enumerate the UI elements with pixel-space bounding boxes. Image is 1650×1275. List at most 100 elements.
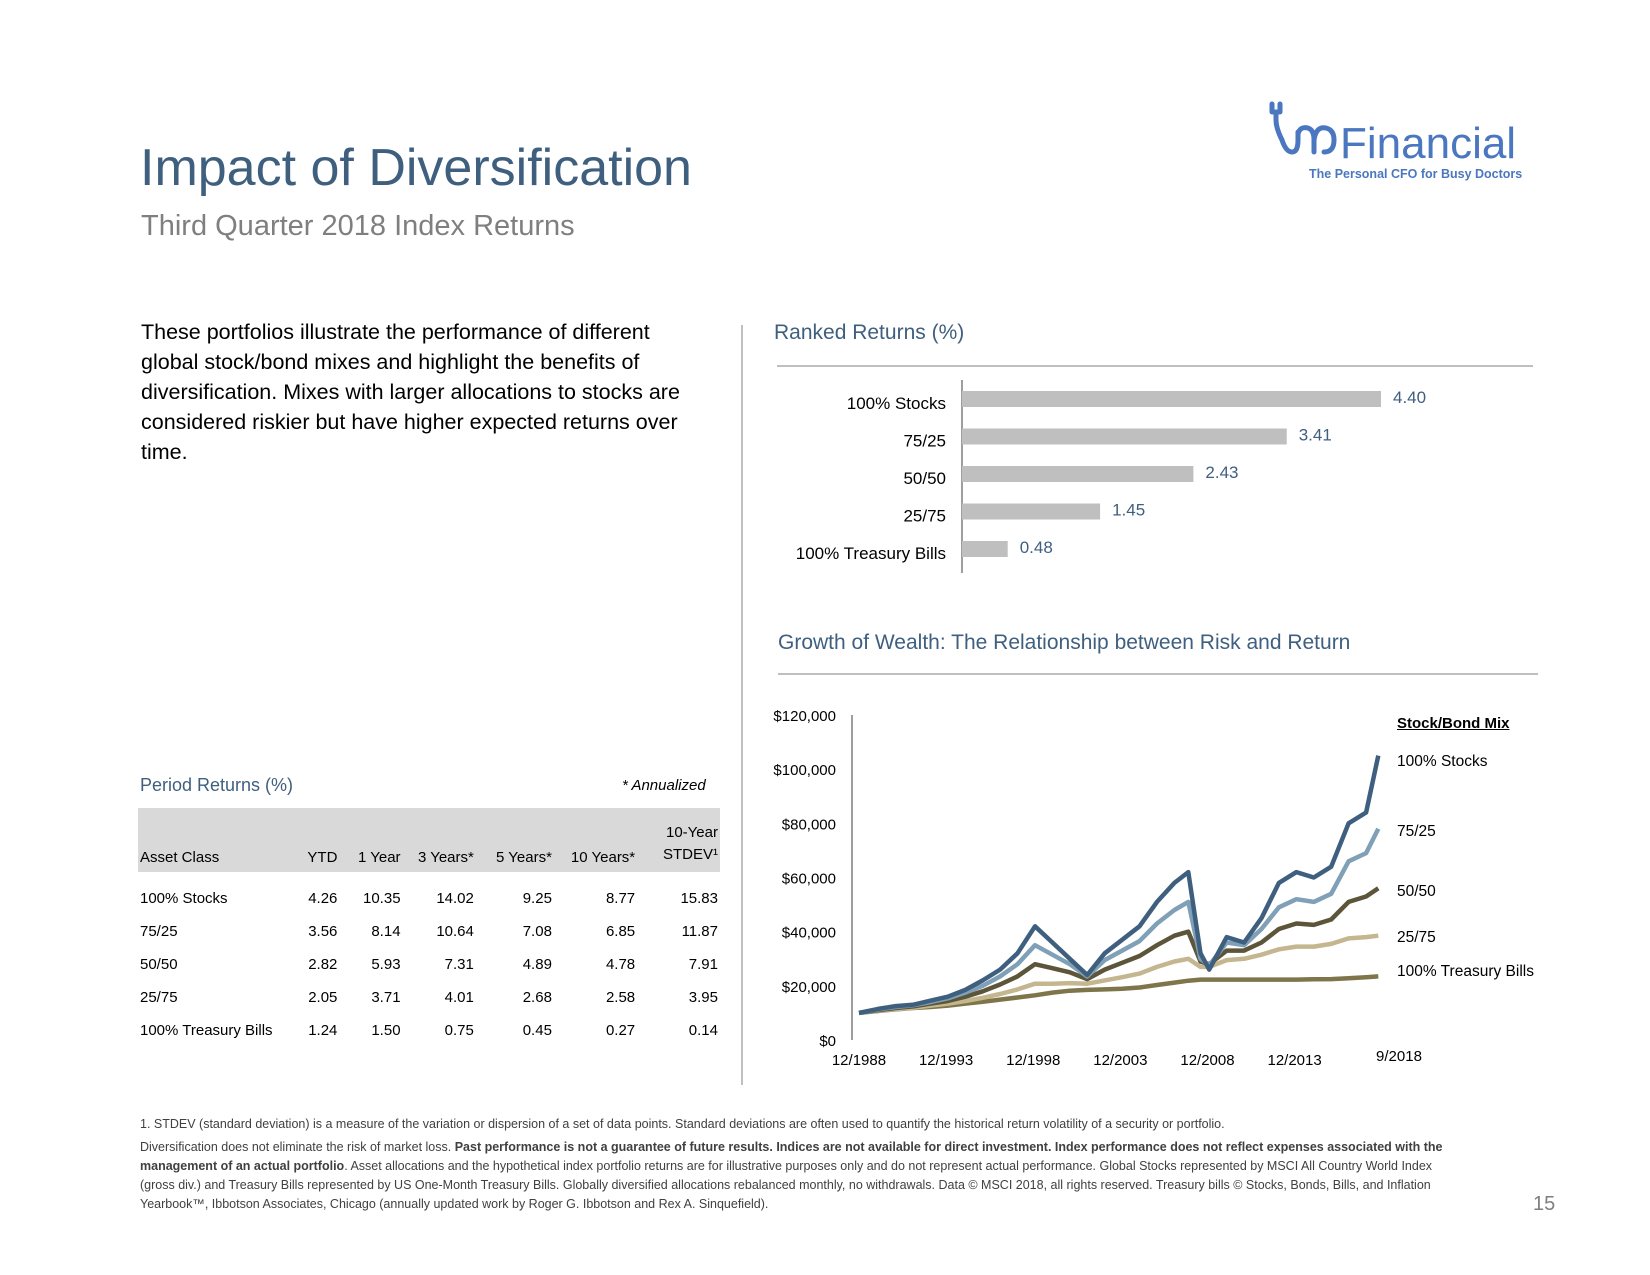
ranked-bar bbox=[962, 466, 1194, 482]
value-cell: 0.75 bbox=[444, 1022, 474, 1039]
ranked-returns-rule bbox=[777, 365, 1533, 367]
value-cell: 1.50 bbox=[371, 1022, 401, 1039]
x-tick-label: 12/2008 bbox=[1180, 1052, 1234, 1069]
intro-text: These portfolios illustrate the performa… bbox=[141, 320, 680, 464]
value-cell: 3.56 bbox=[308, 923, 338, 940]
series-line-100-stocks bbox=[858, 755, 1381, 1016]
value-cell: 3.71 bbox=[371, 989, 401, 1006]
value-cell: 0.14 bbox=[688, 1022, 718, 1039]
x-tick-label: 9/2018 bbox=[1376, 1048, 1422, 1065]
x-tick-label: 12/1988 bbox=[832, 1052, 886, 1069]
footnote-disclosure: Diversification does not eliminate the r… bbox=[140, 1138, 1470, 1214]
value-cell: 1.24 bbox=[308, 1022, 338, 1039]
page-title: Impact of Diversification bbox=[140, 139, 692, 197]
value-cell: 4.89 bbox=[522, 956, 552, 973]
value-cell: 15.83 bbox=[680, 890, 718, 907]
series-line-25-75 bbox=[858, 933, 1379, 1016]
value-cell: 4.26 bbox=[308, 890, 338, 907]
ranked-bar bbox=[962, 541, 1008, 557]
value-cell: 2.58 bbox=[605, 989, 636, 1006]
y-tick-label: $80,000 bbox=[782, 816, 836, 833]
legend-title: Stock/Bond Mix bbox=[1397, 715, 1510, 732]
table-row: 100% Treasury Bills 1.24 1.50 0.75 0.45 0.27 0… bbox=[138, 1014, 720, 1047]
ranked-bar bbox=[962, 503, 1101, 520]
value-cell: 0.27 bbox=[605, 1022, 636, 1039]
page-number: 15 bbox=[1533, 1193, 1556, 1215]
ranked-value-label: 0.48 bbox=[1020, 538, 1053, 557]
column-divider bbox=[741, 325, 743, 1085]
col-header-1-year: 1 Year bbox=[339, 808, 403, 872]
col-header-ytd: YTD bbox=[291, 808, 340, 872]
table-header-row: Asset Class YTD 1 Year 3 Years* 5 Years*… bbox=[138, 808, 720, 872]
value-cell: 10.64 bbox=[436, 923, 474, 940]
value-cell: 0.45 bbox=[522, 1022, 552, 1039]
value-cell: 7.08 bbox=[522, 923, 552, 940]
col-header-3-years: 3 Years* bbox=[402, 808, 476, 872]
table-row: 100% Stocks 4.26 10.35 14.02 9.25 8.77 15.83 bbox=[138, 872, 720, 915]
value-cell: 9.25 bbox=[522, 890, 552, 907]
ranked-value-label: 3.41 bbox=[1299, 426, 1332, 445]
ranked-returns-title: Ranked Returns (%) bbox=[774, 321, 965, 344]
ranked-category-label: 75/25 bbox=[903, 432, 946, 451]
x-tick-label: 12/1998 bbox=[1006, 1052, 1060, 1069]
legend-item-25-75: 25/75 bbox=[1397, 929, 1436, 946]
y-tick-label: $100,000 bbox=[773, 762, 836, 779]
logo-mark-icon: Financial The Personal CFO for Busy Doct… bbox=[1269, 101, 1522, 181]
ranked-value-label: 2.43 bbox=[1205, 463, 1238, 482]
col-header-10-year-stdev: 10-Year STDEV¹ bbox=[637, 808, 720, 872]
value-cell: 8.77 bbox=[605, 890, 636, 907]
legend-item-100-stocks: 100% Stocks bbox=[1397, 753, 1488, 770]
value-cell: 7.31 bbox=[444, 956, 474, 973]
value-cell: 5.93 bbox=[371, 956, 401, 973]
series-line-75-25 bbox=[858, 827, 1381, 1016]
asset-class-cell: 100% Stocks bbox=[140, 890, 228, 907]
table-row: 75/25 3.56 8.14 10.64 7.08 6.85 11.87 bbox=[138, 915, 720, 948]
value-cell: 2.68 bbox=[522, 989, 552, 1006]
ranked-category-label: 50/50 bbox=[903, 469, 946, 488]
period-returns-table: Asset Class YTD 1 Year 3 Years* 5 Years*… bbox=[138, 808, 720, 1047]
table-row: 50/50 2.82 5.93 7.31 4.89 4.78 7.91 bbox=[138, 948, 720, 981]
x-tick-label: 12/1993 bbox=[919, 1052, 973, 1069]
period-returns-title: Period Returns (%) bbox=[140, 775, 294, 795]
y-tick-label: $0 bbox=[819, 1033, 836, 1050]
logo-wordmark: Financial bbox=[1340, 119, 1516, 168]
page-subtitle: Third Quarter 2018 Index Returns bbox=[141, 210, 575, 242]
value-cell: 3.95 bbox=[688, 989, 718, 1006]
legend-item-75-25: 75/25 bbox=[1397, 823, 1436, 840]
ranked-category-label: 25/75 bbox=[903, 507, 946, 526]
disclosure-start: Diversification does not eliminate the r… bbox=[140, 1140, 455, 1154]
x-tick-label: 12/2003 bbox=[1093, 1052, 1147, 1069]
col-header-5-years: 5 Years* bbox=[475, 808, 554, 872]
value-cell: 11.87 bbox=[681, 923, 718, 940]
asset-class-cell: 25/75 bbox=[140, 989, 178, 1006]
ranked-bar bbox=[962, 391, 1381, 407]
value-cell: 4.01 bbox=[444, 989, 474, 1006]
logo-tagline: The Personal CFO for Busy Doctors bbox=[1309, 167, 1522, 181]
y-tick-label: $20,000 bbox=[782, 979, 836, 996]
value-cell: 14.02 bbox=[436, 890, 474, 907]
series-line-50-50 bbox=[858, 886, 1380, 1016]
ranked-category-label: 100% Stocks bbox=[847, 394, 946, 413]
growth-chart-title: Growth of Wealth: The Relationship betwe… bbox=[778, 631, 1351, 654]
value-cell: 10.35 bbox=[363, 890, 401, 907]
table-row: 25/75 2.05 3.71 4.01 2.68 2.58 3.95 bbox=[138, 981, 720, 1014]
value-cell: 7.91 bbox=[688, 956, 718, 973]
ranked-bar bbox=[962, 428, 1287, 445]
footnote-stdev: 1. STDEV (standard deviation) is a measu… bbox=[140, 1117, 1225, 1131]
x-tick-label: 12/2013 bbox=[1267, 1052, 1321, 1069]
col-header-10-years: 10 Years* bbox=[553, 808, 638, 872]
legend-item-treasury-bills: 100% Treasury Bills bbox=[1397, 963, 1534, 980]
company-logo: Financial The Personal CFO for Busy Doct… bbox=[1262, 100, 1542, 190]
asset-class-cell: 100% Treasury Bills bbox=[140, 1022, 273, 1039]
value-cell: 4.78 bbox=[605, 956, 636, 973]
ranked-value-label: 1.45 bbox=[1112, 501, 1145, 520]
disclosure-end: . Asset allocations and the hypothetical… bbox=[140, 1159, 1433, 1211]
asset-class-cell: 75/25 bbox=[140, 923, 178, 940]
y-tick-label: $120,000 bbox=[773, 708, 836, 725]
disclosure-bold: Past performance is not a guarantee of f… bbox=[140, 1140, 1443, 1173]
series-line-100-treasury-bills bbox=[858, 974, 1379, 1016]
ranked-category-label: 100% Treasury Bills bbox=[796, 544, 946, 563]
value-cell: 6.85 bbox=[605, 923, 636, 940]
